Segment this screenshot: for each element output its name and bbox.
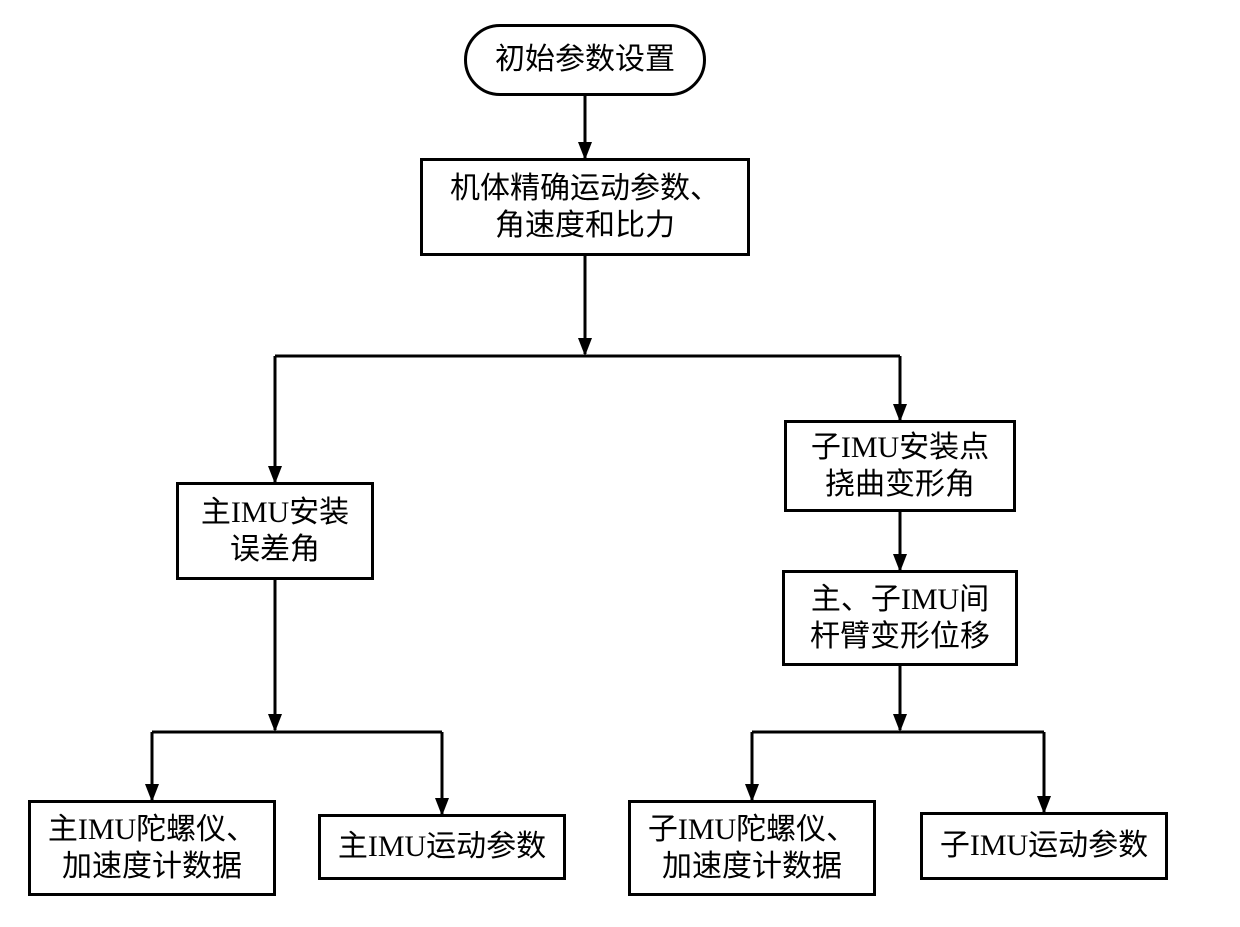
node-subGyro: 子IMU陀螺仪、 加速度计数据 — [628, 800, 876, 896]
node-leverArm: 主、子IMU间 杆臂变形位移 — [782, 570, 1018, 666]
edges-layer — [0, 0, 1240, 927]
node-body: 机体精确运动参数、 角速度和比力 — [420, 158, 750, 256]
node-mainErr: 主IMU安装 误差角 — [176, 482, 374, 580]
node-subFlex: 子IMU安装点 挠曲变形角 — [784, 420, 1016, 512]
node-start: 初始参数设置 — [464, 24, 706, 96]
flowchart-canvas: 初始参数设置机体精确运动参数、 角速度和比力主IMU安装 误差角 子IMU安装点 … — [0, 0, 1240, 927]
node-subParam: 子IMU运动参数 — [920, 812, 1168, 880]
node-mainParam: 主IMU运动参数 — [318, 814, 566, 880]
node-mainGyro: 主IMU陀螺仪、 加速度计数据 — [28, 800, 276, 896]
